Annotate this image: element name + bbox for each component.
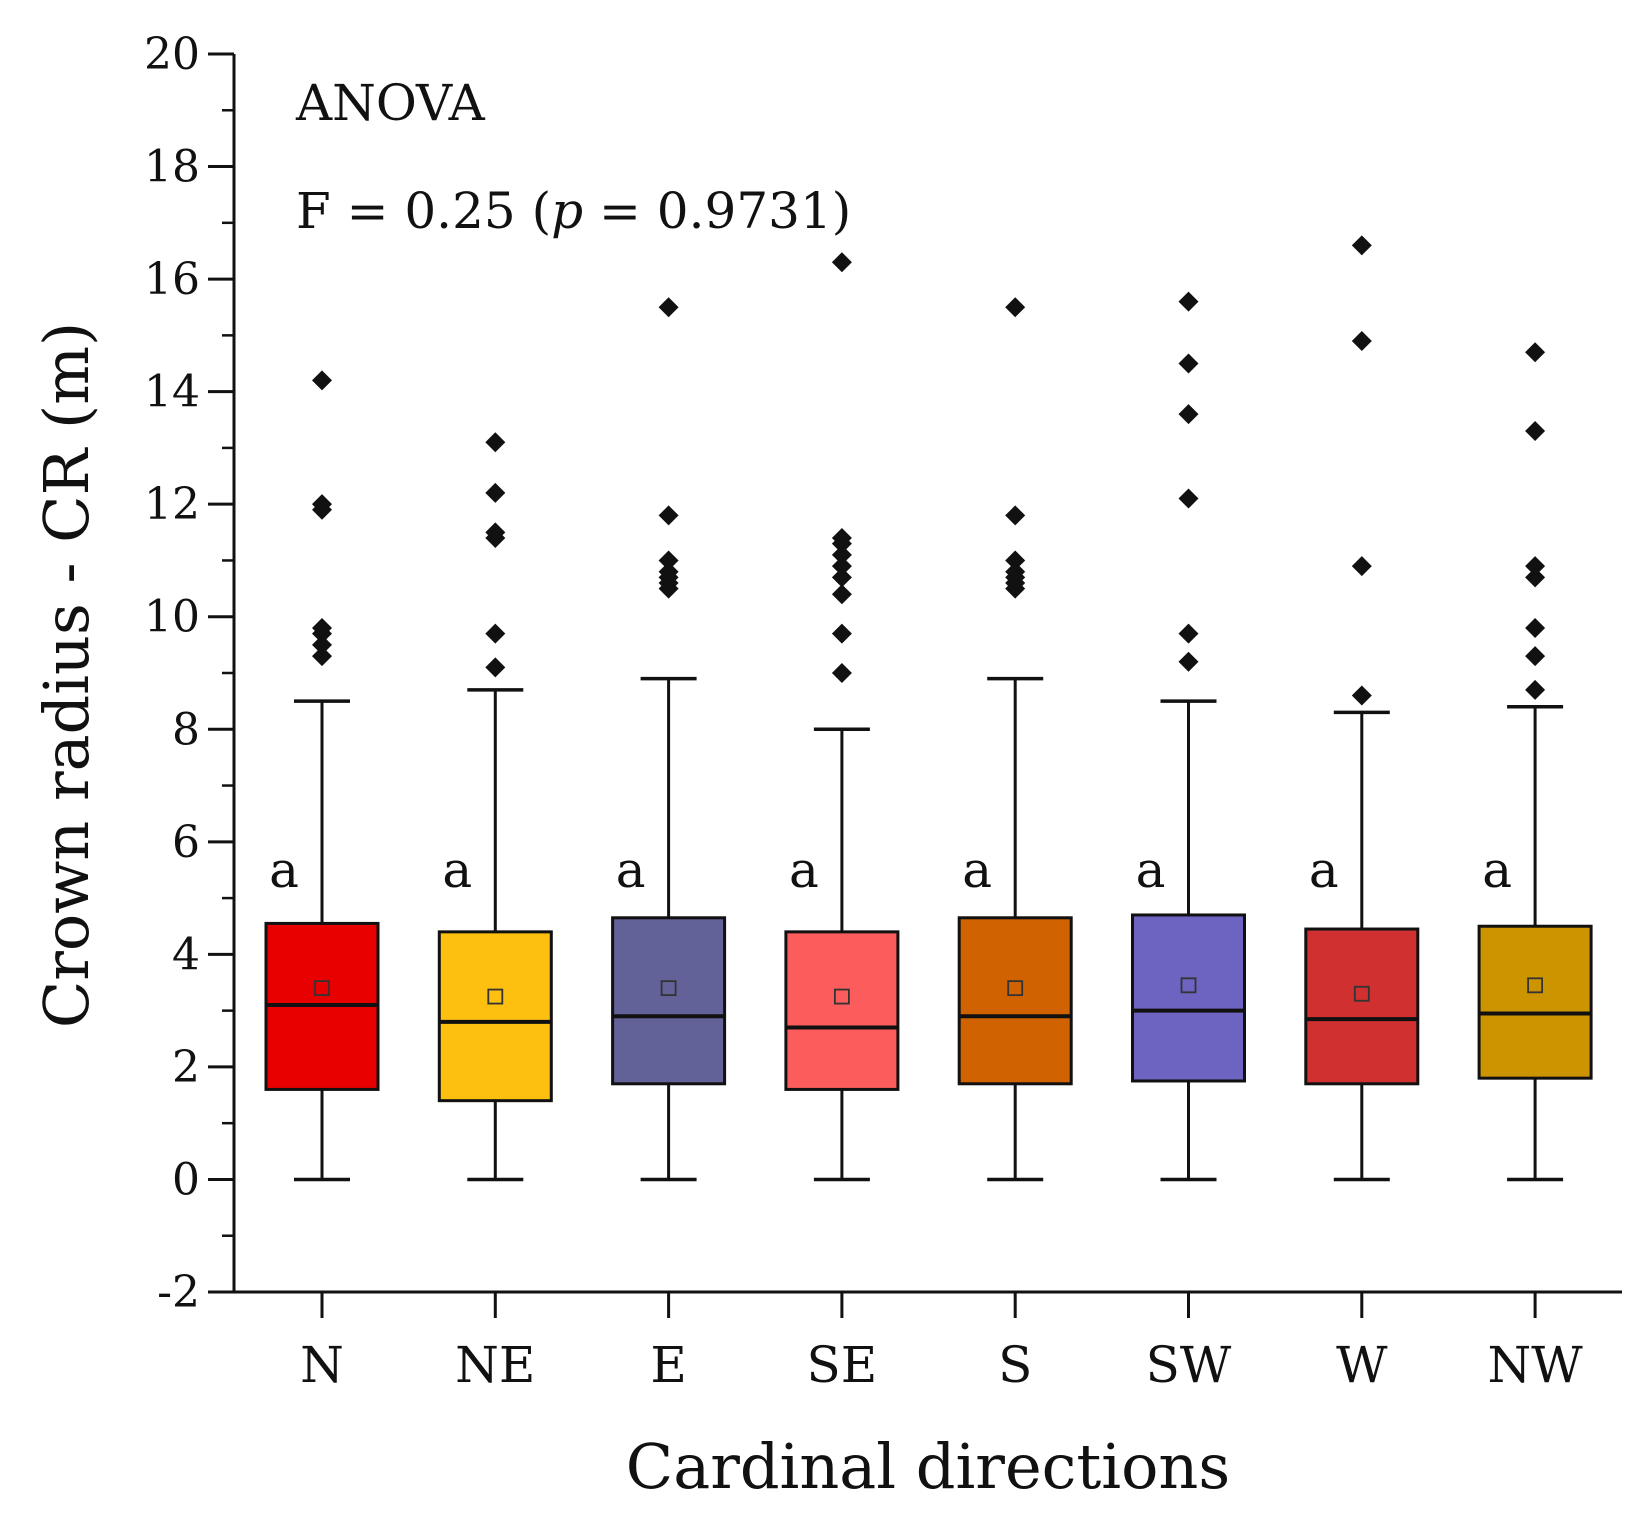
outlier-point — [1005, 297, 1026, 318]
mean-marker — [1353, 985, 1370, 1002]
group-letter: a — [269, 841, 299, 899]
outlier-point — [658, 505, 679, 526]
outlier-point — [312, 370, 332, 391]
outlier-point — [1178, 353, 1199, 374]
outlier-point — [485, 432, 506, 453]
outlier-point — [312, 634, 332, 655]
outlier-point — [1525, 679, 1546, 700]
annotation-p-value: = 0.9731) — [583, 182, 851, 240]
outlier-point — [1178, 291, 1199, 312]
outlier-point — [1351, 330, 1372, 351]
y-tick-label: 2 — [172, 1042, 200, 1093]
outlier-point — [1178, 404, 1199, 425]
outlier-point — [1005, 505, 1026, 526]
outlier-point — [1525, 646, 1546, 667]
x-axis-title: Cardinal directions — [626, 1430, 1230, 1503]
outlier-point — [831, 527, 852, 548]
box-nw — [1477, 924, 1593, 1080]
group-letter: a — [442, 841, 472, 899]
group-letter: a — [1482, 841, 1512, 899]
y-tick-label: 6 — [172, 817, 200, 868]
outlier-point — [831, 567, 852, 588]
outlier-point — [1005, 550, 1026, 571]
x-tick-label: E — [650, 1336, 687, 1394]
outlier-point — [1178, 488, 1199, 509]
outlier-point — [1351, 556, 1372, 577]
box-e — [611, 916, 727, 1086]
outlier-point — [658, 550, 679, 571]
group-letter: a — [616, 841, 646, 899]
box-sw — [1131, 913, 1246, 1083]
y-tick-label: 0 — [172, 1154, 200, 1205]
box-se — [784, 930, 900, 1091]
y-tick-label: 14 — [144, 367, 200, 418]
group-letter: a — [1136, 841, 1166, 899]
outlier-point — [1178, 651, 1199, 672]
outlier-point — [1525, 556, 1546, 577]
annotation-f-prefix: F = 0.25 ( — [296, 182, 551, 240]
mean-marker — [1527, 977, 1543, 994]
y-tick-label: 10 — [144, 592, 200, 643]
outlier-point — [831, 623, 852, 644]
y-tick-label: 18 — [144, 142, 200, 193]
outlier-point — [1351, 685, 1372, 706]
x-tick-label: N — [300, 1336, 344, 1394]
outlier-point — [831, 252, 852, 273]
mean-marker — [834, 988, 850, 1005]
group-letter: a — [1309, 841, 1339, 899]
box-w — [1304, 927, 1420, 1086]
outlier-point — [485, 657, 506, 678]
outlier-point — [312, 617, 332, 638]
outlier-point — [1525, 617, 1546, 638]
outlier-point — [1525, 567, 1546, 588]
x-tick-label: SW — [1146, 1336, 1232, 1394]
outlier-point — [1351, 235, 1372, 256]
y-tick-label: 16 — [144, 254, 200, 305]
outlier-point — [831, 584, 852, 605]
outlier-point — [312, 494, 332, 515]
x-tick-label: S — [998, 1336, 1032, 1394]
x-tick-label: NE — [455, 1336, 535, 1394]
y-tick-label: 4 — [172, 929, 200, 980]
x-tick-label: SE — [807, 1336, 878, 1394]
annotation-p-symbol: p — [551, 182, 583, 240]
y-axis-title: Crown radius - CR (m) — [30, 322, 103, 1028]
mean-marker — [1180, 977, 1197, 994]
outlier-point — [1525, 342, 1546, 363]
mean-marker — [1007, 980, 1024, 997]
y-tick-label: 8 — [172, 704, 200, 755]
outlier-point — [658, 561, 679, 582]
plot-area: -2 0 2 4 6 8 10 12 14 16 18 20 Na NE a Ea SE a Sa SW a Wa NW a — [144, 29, 1622, 1394]
y-tick-label: -2 — [157, 1267, 200, 1318]
outlier-point — [831, 556, 852, 577]
outlier-point — [831, 544, 852, 565]
outlier-point — [1525, 421, 1546, 442]
outlier-point — [485, 522, 506, 543]
annotation-f-statistic: F = 0.25 (p = 0.9731) — [296, 182, 851, 240]
outlier-point — [658, 297, 679, 318]
mean-marker — [314, 980, 330, 997]
group-letter: a — [789, 841, 819, 899]
outlier-point — [485, 482, 506, 503]
y-tick-label: 20 — [144, 29, 200, 80]
annotation-test-name: ANOVA — [295, 74, 486, 132]
x-tick-label: NW — [1488, 1336, 1584, 1394]
outlier-point — [485, 623, 506, 644]
outlier-point — [831, 663, 852, 683]
group-letter: a — [962, 841, 992, 899]
box-s — [957, 916, 1073, 1086]
outlier-point — [1178, 623, 1199, 644]
outlier-point — [312, 646, 332, 667]
mean-marker — [660, 980, 677, 997]
outlier-point — [1005, 561, 1026, 582]
mean-marker — [487, 988, 504, 1005]
box-ne — [437, 930, 553, 1103]
y-tick-label: 12 — [144, 479, 200, 530]
x-tick-label: W — [1336, 1336, 1388, 1394]
